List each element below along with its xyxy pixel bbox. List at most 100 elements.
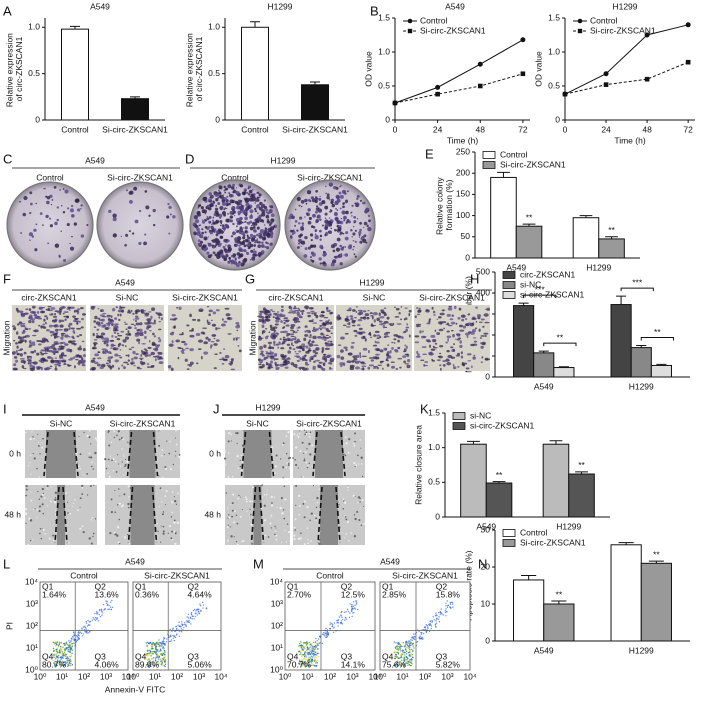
colony: [328, 221, 332, 225]
bracket-label: **: [557, 332, 564, 342]
cell: [280, 507, 282, 509]
colony: [244, 212, 248, 216]
event: [63, 655, 64, 656]
cell: [415, 335, 420, 337]
cell: [473, 337, 477, 338]
cell: [315, 519, 317, 521]
cell: [270, 360, 273, 363]
y-axis-label: OD value: [533, 51, 543, 87]
cell: [179, 454, 181, 456]
cell: [268, 347, 272, 349]
y-tick-label: 10³: [271, 598, 283, 608]
cell: [43, 493, 44, 494]
cell: [36, 353, 39, 356]
cell: [114, 532, 116, 534]
event: [411, 653, 412, 654]
event: [447, 607, 448, 608]
event: [341, 620, 342, 621]
cell: [171, 531, 173, 533]
cell: [304, 433, 306, 435]
x-tick-label: Control: [241, 124, 269, 134]
cell: [386, 336, 390, 338]
event: [107, 604, 108, 605]
point: [563, 92, 568, 97]
cell: [294, 355, 299, 357]
cell: [348, 352, 353, 355]
cell: [304, 543, 306, 545]
colony: [225, 219, 229, 223]
cell: [147, 363, 150, 364]
colony: [265, 209, 268, 212]
cell: [123, 454, 124, 455]
cell: [74, 343, 76, 345]
event: [409, 659, 410, 660]
colony: [261, 219, 263, 221]
colony: [355, 230, 357, 232]
cell: [370, 337, 372, 339]
cell: [405, 317, 408, 320]
cell: [242, 509, 243, 510]
colony: [339, 186, 341, 188]
cell: [131, 358, 133, 361]
cell: [92, 536, 93, 537]
significance: **: [556, 589, 563, 599]
colony: [202, 197, 206, 201]
colony: [250, 242, 251, 243]
cell: [94, 316, 98, 320]
cell: [390, 350, 392, 354]
event: [431, 628, 432, 629]
colony: [332, 204, 335, 207]
wound-gap: [57, 485, 65, 545]
series-line: [395, 74, 523, 103]
cell: [446, 362, 451, 365]
cell: [67, 364, 69, 365]
event: [57, 641, 58, 642]
cell: [391, 361, 395, 362]
cell: [106, 468, 108, 470]
cell: [342, 508, 344, 510]
event: [101, 614, 102, 615]
cell: [480, 346, 483, 349]
cell: [459, 308, 462, 311]
column-label: Si-circ-ZKSCAN1: [419, 292, 485, 302]
cell: [30, 368, 35, 371]
colony: [357, 218, 358, 219]
x-tick-label: 10³: [441, 671, 453, 681]
cell: [114, 490, 115, 491]
wound-gap: [254, 485, 262, 545]
cell: [363, 348, 368, 351]
cell: [362, 476, 363, 477]
event: [396, 649, 397, 650]
event: [348, 611, 349, 612]
cell: [171, 512, 173, 514]
cell: [50, 346, 52, 347]
event: [68, 665, 69, 666]
cell: [118, 541, 120, 543]
event: [111, 600, 112, 601]
cell: [433, 314, 436, 316]
cell: [323, 334, 325, 336]
event: [164, 654, 165, 655]
cell: [439, 329, 444, 332]
x-tick-label: 10²: [419, 671, 431, 681]
cell: [109, 456, 110, 457]
event: [315, 638, 316, 639]
cell: [354, 514, 355, 515]
event: [409, 647, 410, 648]
column-label: circ-ZKSCAN1: [268, 292, 324, 302]
cell: [231, 358, 234, 361]
event: [156, 651, 157, 652]
cell: [125, 328, 127, 330]
cell: [74, 365, 76, 368]
colony: [205, 213, 206, 214]
panel-title: H1299: [359, 277, 384, 287]
cell: [461, 314, 466, 317]
event: [100, 616, 101, 617]
cell: [246, 498, 248, 500]
event: [171, 631, 172, 632]
cell: [108, 444, 110, 446]
colony: [211, 226, 214, 229]
colony: [69, 243, 70, 244]
cell: [71, 336, 74, 339]
colony: [211, 229, 214, 232]
